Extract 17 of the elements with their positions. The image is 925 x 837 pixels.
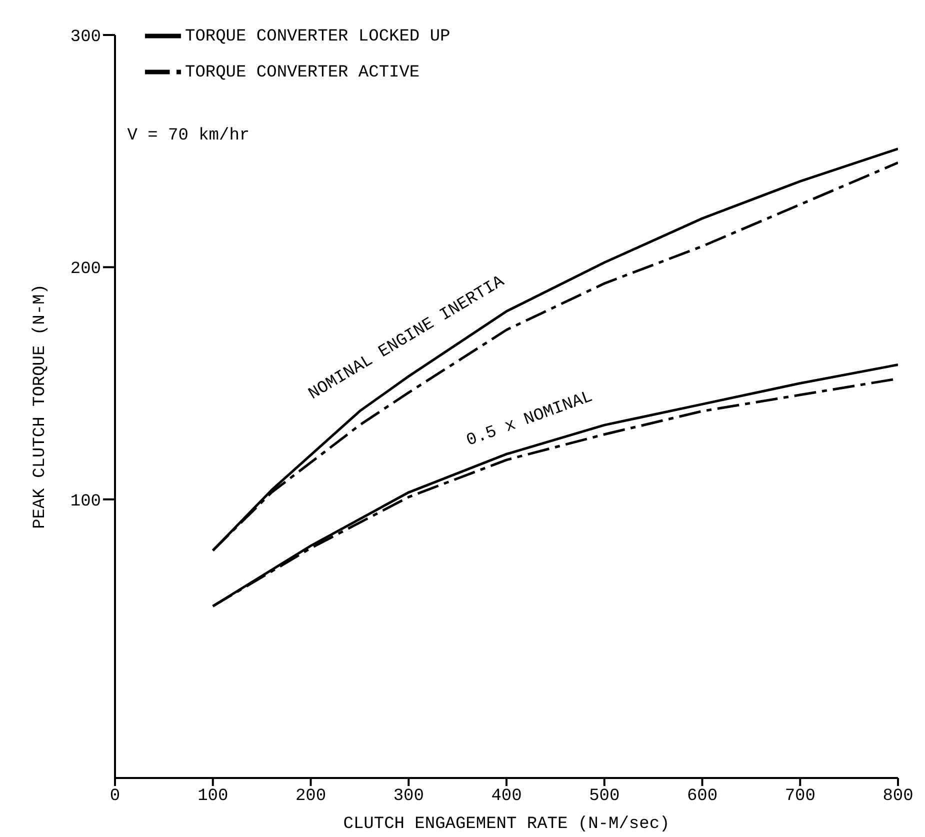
y-axis-title: PEAK CLUTCH TORQUE (N-M) bbox=[31, 284, 50, 529]
x-tick-label: 800 bbox=[882, 787, 914, 806]
x-tick-label: 200 bbox=[295, 787, 326, 806]
x-tick-label: 700 bbox=[784, 787, 816, 806]
y-tick-label: 200 bbox=[70, 260, 101, 280]
x-tick-label: 500 bbox=[589, 787, 620, 806]
y-tick-label: 100 bbox=[70, 492, 101, 512]
y-tick-label: 300 bbox=[70, 28, 101, 48]
x-tick-label: 300 bbox=[393, 787, 424, 806]
x-tick-label: 100 bbox=[198, 787, 228, 806]
legend-label: TORQUE CONVERTER LOCKED UP bbox=[185, 27, 450, 46]
x-axis-title: CLUTCH ENGAGEMENT RATE (N-M/sec) bbox=[343, 815, 670, 834]
x-tick-label: 600 bbox=[686, 787, 718, 806]
x-tick-label: 0 bbox=[110, 787, 120, 806]
legend-label: TORQUE CONVERTER ACTIVE bbox=[185, 63, 420, 82]
annotation: V = 70 km/hr bbox=[127, 126, 250, 146]
x-tick-label: 400 bbox=[491, 787, 522, 806]
